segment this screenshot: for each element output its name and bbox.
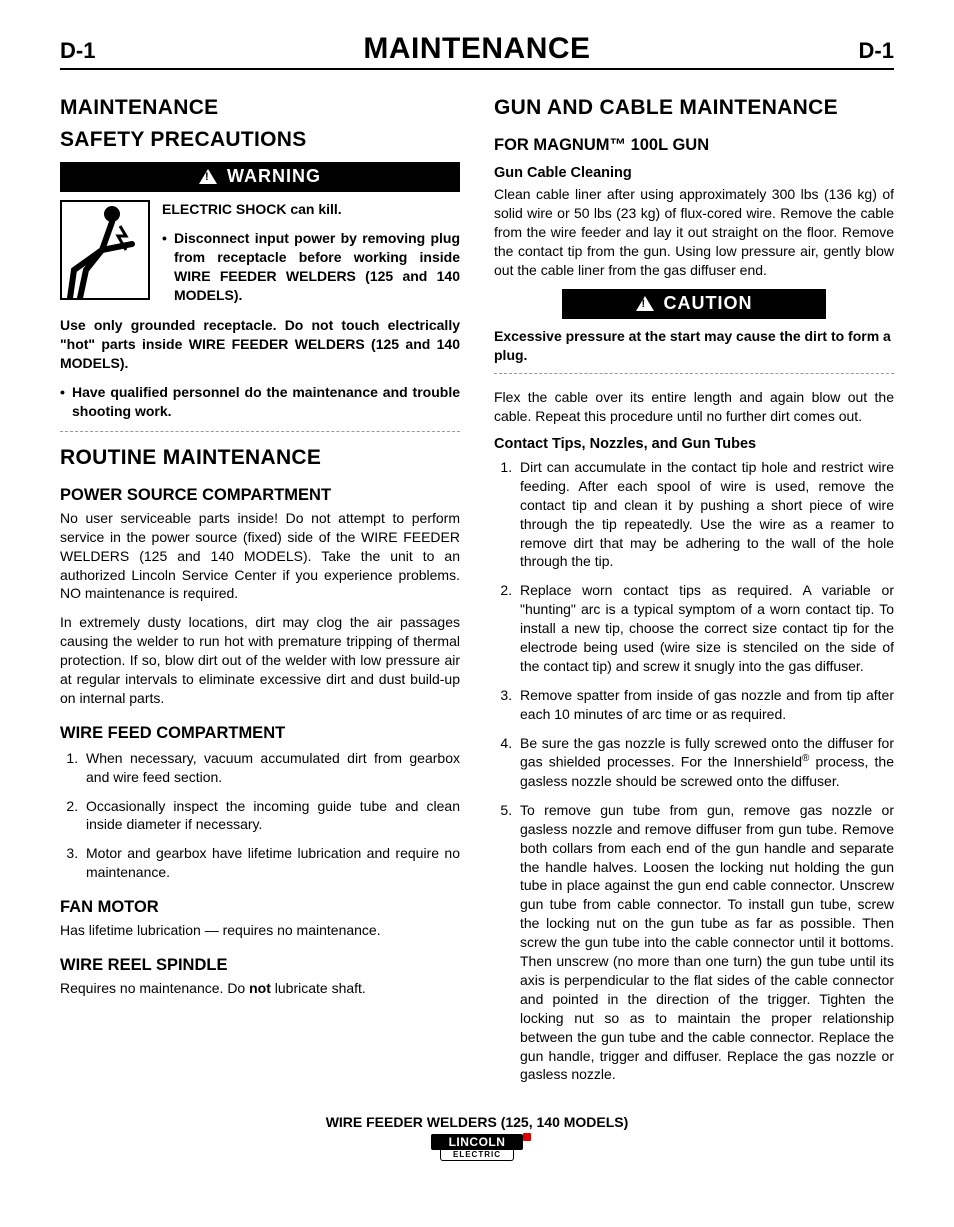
heading-power-source: POWER SOURCE COMPARTMENT <box>60 486 460 505</box>
heading-magnum-gun: FOR MAGNUM™ 100L GUN <box>494 136 894 155</box>
shock-warning-row: ELECTRIC SHOCK can kill. Disconnect inpu… <box>60 200 460 314</box>
shock-continuation-para: Use only grounded receptacle. Do not tou… <box>60 316 460 373</box>
qualified-bullet-list: Have qualified personnel do the maintena… <box>60 383 460 421</box>
logo-sub-text: ELECTRIC <box>440 1150 514 1161</box>
wire-feed-list: When necessary, vacuum accumulated dirt … <box>60 749 460 882</box>
power-source-para-2: In extremely dusty locations, dirt may c… <box>60 613 460 707</box>
heading-gun-cable-maintenance: GUN AND CABLE MAINTENANCE <box>494 96 894 120</box>
caution-banner-label: CAUTION <box>664 293 753 314</box>
shock-headline: ELECTRIC SHOCK can kill. <box>162 200 460 219</box>
page-title: MAINTENANCE <box>363 32 590 66</box>
spindle-para: Requires no maintenance. Do not lubricat… <box>60 979 460 998</box>
logo-brand: LINCOLN <box>431 1134 523 1150</box>
heading-routine-maintenance: ROUTINE MAINTENANCE <box>60 446 460 470</box>
shock-bullet-item: Disconnect input power by removing plug … <box>162 229 460 305</box>
warning-banner: WARNING <box>60 162 460 192</box>
heading-wire-feed: WIRE FEED COMPARTMENT <box>60 724 460 743</box>
list-item: Be sure the gas nozzle is fully screwed … <box>516 734 894 791</box>
left-column: MAINTENANCE SAFETY PRECAUTIONS WARNING E… <box>60 88 460 1096</box>
lincoln-logo: LINCOLN ELECTRIC <box>431 1134 523 1161</box>
power-source-para-1: No user serviceable parts inside! Do not… <box>60 509 460 603</box>
heading-maintenance: MAINTENANCE <box>60 96 460 120</box>
spindle-suffix: lubricate shaft. <box>271 980 366 996</box>
shock-bullet-list: Disconnect input power by removing plug … <box>162 229 460 305</box>
logo-reg-mark <box>523 1133 531 1141</box>
list-item: Replace worn contact tips as required. A… <box>516 581 894 675</box>
electric-shock-icon <box>60 200 150 300</box>
list-item: Remove spatter from inside of gas nozzle… <box>516 686 894 724</box>
gun-cable-cleaning-para: Clean cable liner after using approximat… <box>494 185 894 279</box>
warning-triangle-icon <box>199 169 217 184</box>
divider <box>494 373 894 374</box>
shock-warning-text: ELECTRIC SHOCK can kill. Disconnect inpu… <box>162 200 460 314</box>
contact-tips-list: Dirt can accumulate in the contact tip h… <box>494 458 894 1084</box>
page-footer: WIRE FEEDER WELDERS (125, 140 MODELS) LI… <box>60 1114 894 1161</box>
heading-fan-motor: FAN MOTOR <box>60 898 460 917</box>
page-number-left: D-1 <box>60 38 95 64</box>
spindle-prefix: Requires no maintenance. Do <box>60 980 249 996</box>
page-number-right: D-1 <box>859 38 894 64</box>
warning-banner-label: WARNING <box>227 166 321 187</box>
list-item: Occasionally inspect the incoming guide … <box>82 797 460 835</box>
heading-contact-tips: Contact Tips, Nozzles, and Gun Tubes <box>494 436 894 452</box>
caution-text: Excessive pressure at the start may caus… <box>494 327 894 365</box>
list-item: To remove gun tube from gun, remove gas … <box>516 801 894 1084</box>
logo-brand-text: LINCOLN <box>449 1135 506 1149</box>
flex-cable-para: Flex the cable over its entire length an… <box>494 388 894 426</box>
heading-gun-cable-cleaning: Gun Cable Cleaning <box>494 165 894 181</box>
page-header: D-1 MAINTENANCE D-1 <box>60 32 894 70</box>
right-column: GUN AND CABLE MAINTENANCE FOR MAGNUM™ 10… <box>494 88 894 1096</box>
content-columns: MAINTENANCE SAFETY PRECAUTIONS WARNING E… <box>60 88 894 1096</box>
fan-motor-para: Has lifetime lubrication — requires no m… <box>60 921 460 940</box>
caution-banner: CAUTION <box>562 289 826 319</box>
caution-triangle-icon <box>636 296 654 311</box>
spindle-bold: not <box>249 980 271 996</box>
footer-product-line: WIRE FEEDER WELDERS (125, 140 MODELS) <box>60 1114 894 1130</box>
divider <box>60 431 460 432</box>
list-item: Dirt can accumulate in the contact tip h… <box>516 458 894 571</box>
heading-wire-reel-spindle: WIRE REEL SPINDLE <box>60 956 460 975</box>
heading-safety-precautions: SAFETY PRECAUTIONS <box>60 128 460 152</box>
list-item: When necessary, vacuum accumulated dirt … <box>82 749 460 787</box>
qualified-bullet-item: Have qualified personnel do the maintena… <box>60 383 460 421</box>
list-item: Motor and gearbox have lifetime lubricat… <box>82 844 460 882</box>
